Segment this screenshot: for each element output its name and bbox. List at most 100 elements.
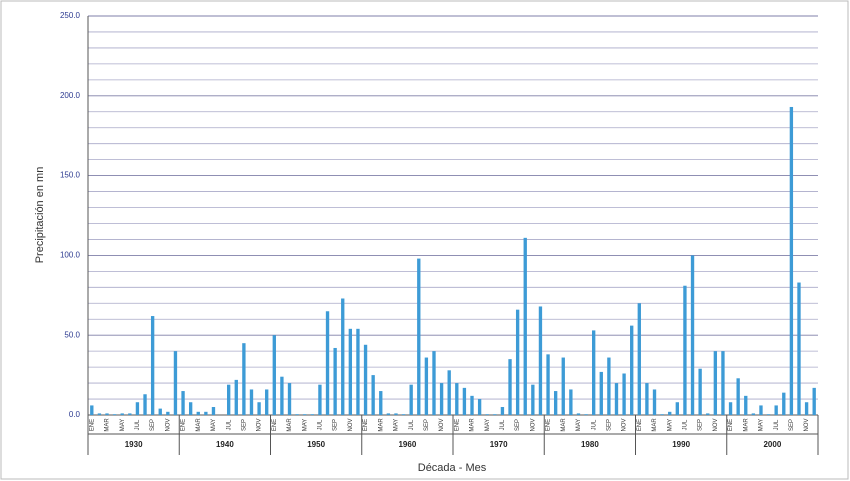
bar: [637, 303, 641, 415]
group-label: 1950: [307, 440, 325, 449]
x-tick-label: NOV: [165, 418, 171, 431]
bar: [569, 389, 573, 415]
y-tick-label: 250.0: [60, 11, 81, 20]
x-tick-label: JUL: [409, 419, 415, 430]
x-tick-label: MAR: [652, 418, 658, 432]
bar: [645, 383, 649, 415]
x-tick-label: SEP: [606, 419, 612, 431]
x-tick-label: MAY: [120, 419, 126, 432]
bar: [797, 282, 801, 415]
bar: [371, 375, 375, 415]
x-tick-label: NOV: [439, 418, 445, 431]
bar: [409, 384, 413, 415]
x-tick-label: MAR: [287, 418, 293, 432]
bar: [287, 383, 292, 415]
bar: [622, 373, 626, 415]
x-tick-label: MAR: [105, 418, 111, 432]
group-label: 1940: [216, 440, 234, 449]
bar: [181, 391, 185, 415]
bar: [531, 384, 535, 415]
bar: [234, 379, 238, 415]
bar: [386, 413, 391, 415]
bar: [538, 306, 543, 415]
bar: [455, 383, 459, 415]
x-tick-label: ENE: [546, 419, 552, 431]
bar: [652, 389, 657, 415]
bar: [105, 413, 109, 415]
x-tick-label: SEP: [424, 419, 430, 431]
bar: [804, 402, 809, 415]
bar: [303, 414, 307, 415]
x-tick-label: MAY: [394, 419, 400, 432]
x-tick-label: ENE: [272, 419, 278, 431]
bar: [295, 414, 299, 415]
bar: [599, 371, 603, 415]
x-tick-label: NOV: [804, 418, 810, 431]
x-axis-label: Década - Mes: [418, 462, 487, 474]
bar: [668, 411, 672, 415]
x-tick-label: ENE: [728, 419, 734, 431]
bar: [401, 414, 406, 415]
bar: [728, 402, 733, 415]
bar: [660, 414, 664, 415]
bar: [766, 414, 771, 415]
bar: [318, 384, 322, 415]
bar: [683, 285, 687, 415]
bar: [515, 309, 520, 415]
x-tick-label: ENE: [181, 419, 187, 431]
x-tick-label: JUL: [318, 419, 324, 430]
bar: [249, 389, 254, 415]
x-tick-label: ENE: [89, 419, 95, 431]
bar: [675, 402, 679, 415]
bar: [325, 311, 330, 415]
bar: [477, 399, 482, 415]
bar: [546, 354, 550, 415]
bar: [211, 407, 216, 415]
x-tick-label: SEP: [789, 419, 795, 431]
bar: [774, 405, 778, 415]
bar: [759, 405, 763, 415]
x-tick-label: MAY: [211, 419, 217, 432]
group-label: 1960: [398, 440, 416, 449]
bar: [272, 335, 276, 415]
x-tick-label: MAR: [196, 418, 202, 432]
x-tick-label: ENE: [454, 419, 460, 431]
x-tick-label: MAR: [378, 418, 384, 432]
bar: [120, 413, 124, 415]
bar: [363, 344, 368, 415]
x-tick-label: NOV: [713, 418, 719, 431]
bar: [470, 395, 474, 415]
x-tick-label: NOV: [348, 418, 354, 431]
bar: [782, 392, 786, 415]
x-tick-label: SEP: [698, 419, 704, 431]
bar: [394, 413, 398, 415]
bar: [356, 328, 360, 415]
bar: [150, 316, 155, 415]
group-label: 2000: [763, 440, 781, 449]
x-tick-label: JUL: [591, 419, 597, 430]
bar: [143, 394, 147, 415]
bar: [447, 370, 451, 415]
bar: [744, 395, 748, 415]
bar: [523, 237, 527, 415]
x-tick-label: MAR: [561, 418, 567, 432]
bar: [614, 383, 619, 415]
group-label: 1980: [581, 440, 599, 449]
bar: [379, 391, 383, 415]
bar: [706, 413, 710, 415]
x-tick-label: SEP: [333, 419, 339, 431]
bar: [713, 351, 718, 415]
bar: [310, 414, 314, 415]
bar: [348, 328, 353, 415]
x-tick-label: JUL: [683, 419, 689, 430]
bar: [630, 325, 634, 415]
x-tick-label: MAY: [759, 419, 765, 432]
bar: [280, 376, 284, 415]
bar: [242, 343, 246, 415]
y-tick-label: 50.0: [64, 330, 80, 339]
bar: [690, 255, 695, 415]
bar: [265, 389, 269, 415]
bar: [424, 357, 429, 415]
bar: [173, 351, 178, 415]
